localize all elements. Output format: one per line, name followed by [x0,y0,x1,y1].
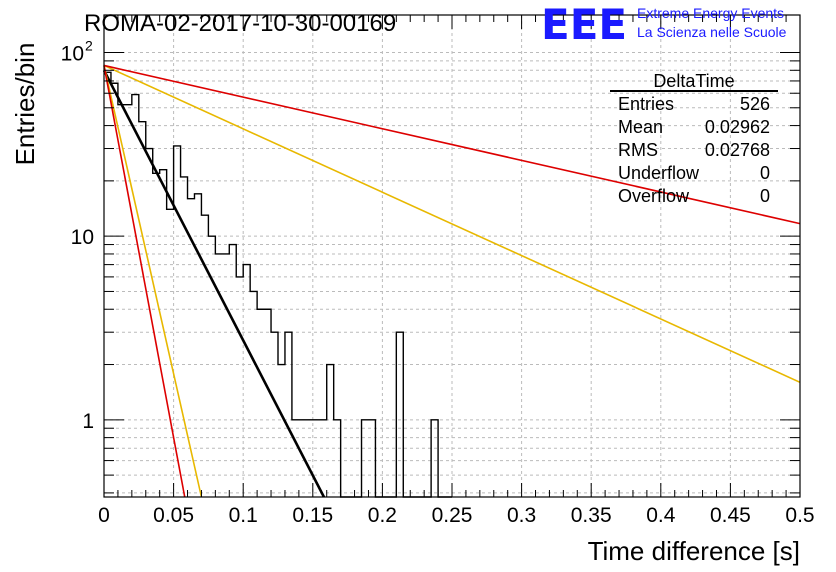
logo-line-1: Extreme Energy Events [637,5,784,21]
fit-line-5 [103,65,186,498]
x-tick-label: 0.15 [292,504,333,527]
x-tick-label: 0.2 [368,504,397,527]
x-axis-label: Time difference [s] [588,536,800,566]
stats-value: 526 [740,94,770,114]
x-tick-label: 0.05 [153,504,194,527]
fit-line-2 [103,64,801,384]
stats-label: Underflow [618,163,700,183]
fit-line-1 [102,69,326,498]
stats-value: 0.02768 [705,140,770,160]
stats-value: 0 [760,163,770,183]
x-tick-labels: 0 0.05 0.1 0.15 0.2 0.25 0.3 0.35 0.4 0.45 0.5 [98,504,814,527]
fit-line-4 [103,65,203,498]
y-tick-label: 10 [61,42,84,65]
stats-label: Overflow [618,186,690,206]
stats-label: Mean [618,117,663,137]
y-axis-label: Entries/bin [10,43,40,166]
stats-value: 0 [760,186,770,206]
fit-line-3 [103,64,801,225]
x-tick-label: 0.4 [646,504,676,527]
x-tick-label: 0.1 [229,504,258,527]
fit-lines [102,64,801,498]
chart-title: ROMA-02-2017-10-30-00169 [84,10,396,37]
y-tick-label: 1 [82,410,94,433]
stats-label: Entries [618,94,674,114]
x-tick-label: 0 [98,504,110,527]
x-tick-label: 0.35 [571,504,612,527]
x-tick-label: 0.5 [785,504,814,527]
logo-line-2: La Scienza nelle Scuole [637,24,787,40]
x-tick-label: 0.45 [710,504,751,527]
histogram-bars [104,71,452,498]
y-tick-exponent: 2 [85,37,93,53]
eee-logo: EEE Extreme Energy Events La Scienza nel… [541,0,787,49]
y-tick-label: 10 [71,226,94,249]
x-tick-label: 0.3 [507,504,536,527]
histogram-outline [104,71,452,498]
stats-box: DeltaTime Entries 526 Mean 0.02962 RMS 0.0276… [610,71,778,206]
x-tick-label: 0.25 [432,504,473,527]
axis-ticks [103,15,801,497]
stats-rows: Entries 526 Mean 0.02962 RMS 0.02768Underflow… [618,94,770,206]
stats-label: RMS [618,140,658,160]
eee-logo-mark: EEE [541,0,627,49]
stats-box-title: DeltaTime [653,71,734,91]
grid [104,15,800,497]
stats-value: 0.02962 [705,117,770,137]
